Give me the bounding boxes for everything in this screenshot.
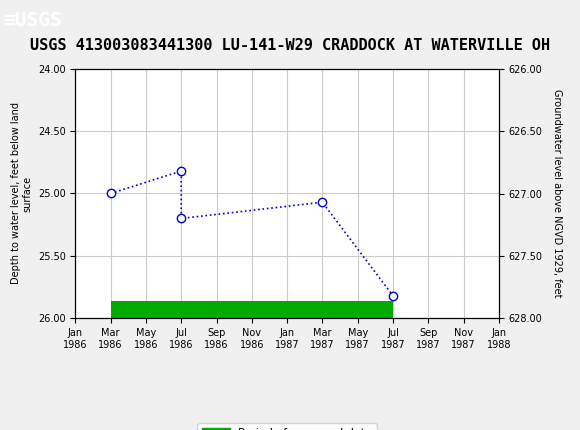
Legend: Period of approved data: Period of approved data xyxy=(197,423,377,430)
Y-axis label: Depth to water level, feet below land
surface: Depth to water level, feet below land su… xyxy=(10,102,32,285)
Y-axis label: Groundwater level above NGVD 1929, feet: Groundwater level above NGVD 1929, feet xyxy=(552,89,562,298)
Text: ≡USGS: ≡USGS xyxy=(3,11,61,30)
Text: USGS 413003083441300 LU-141-W29 CRADDOCK AT WATERVILLE OH: USGS 413003083441300 LU-141-W29 CRADDOCK… xyxy=(30,38,550,52)
Bar xyxy=(111,301,393,326)
